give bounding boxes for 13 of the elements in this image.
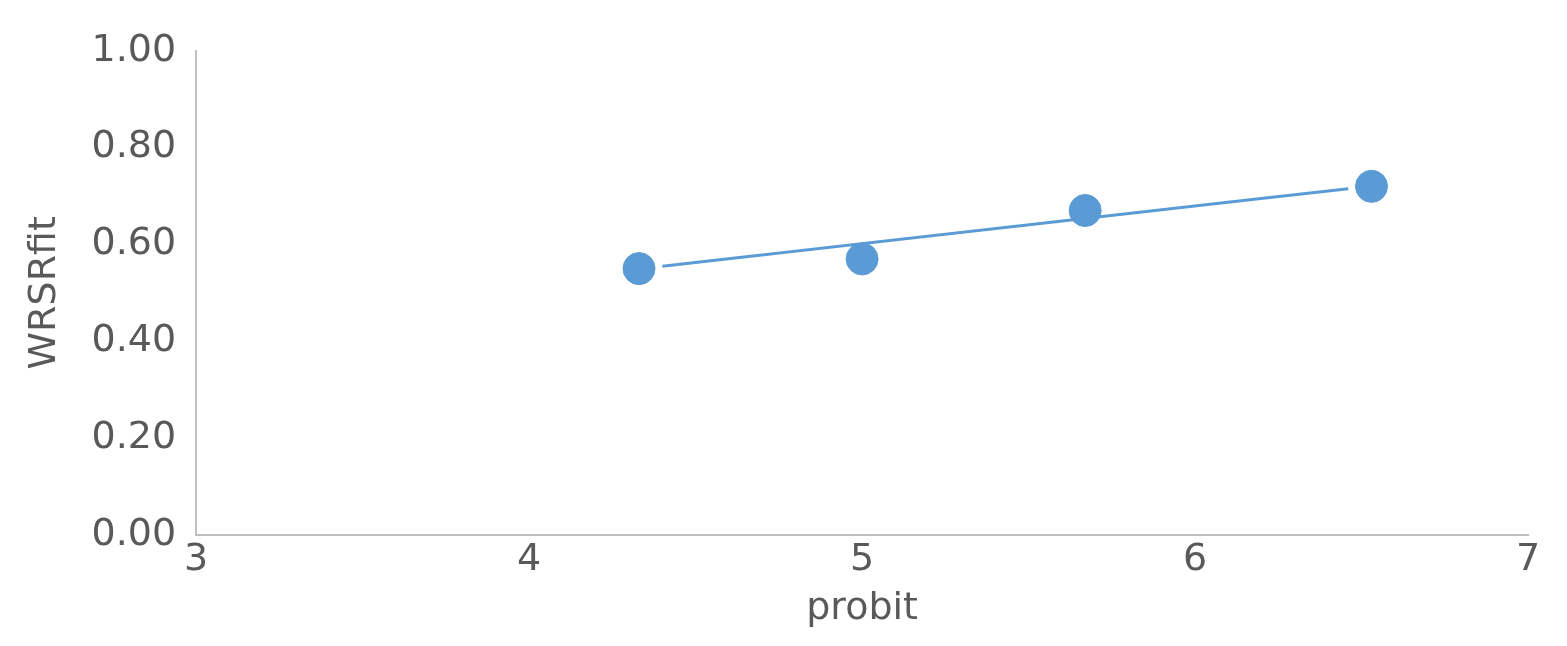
y-axis-title: WRSRfit (19, 216, 64, 370)
x-tick-label: 7 (1515, 535, 1541, 580)
y-tick-label: 0.60 (91, 219, 177, 264)
x-tick-label: 5 (850, 535, 875, 580)
y-tick-label: 0.20 (91, 412, 177, 457)
y-tick-label: 0.00 (91, 509, 177, 554)
x-tick-label: 3 (184, 535, 209, 580)
y-tick-label: 0.80 (91, 122, 177, 167)
y-tick-label: 1.00 (91, 25, 177, 70)
x-tick-label: 4 (517, 535, 542, 580)
x-tick-label: 6 (1182, 535, 1208, 580)
x-axis-title: probit (806, 584, 918, 629)
y-tick-label: 0.40 (91, 316, 177, 361)
